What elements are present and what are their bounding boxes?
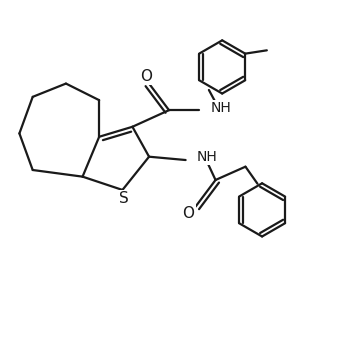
Text: NH: NH: [211, 102, 231, 116]
Text: O: O: [182, 206, 194, 221]
Text: S: S: [119, 191, 128, 206]
Text: NH: NH: [196, 150, 217, 164]
Text: O: O: [140, 69, 152, 84]
